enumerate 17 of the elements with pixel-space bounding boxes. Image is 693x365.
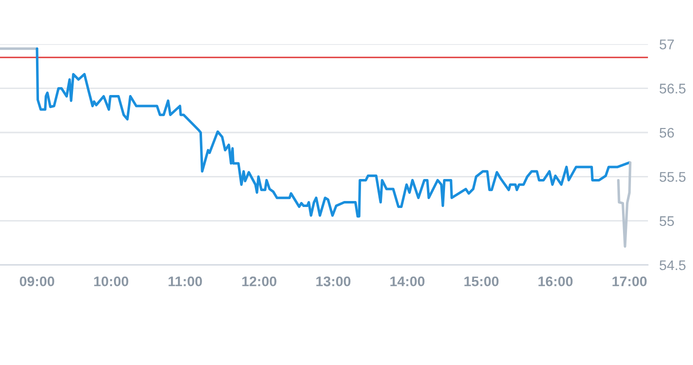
- y-tick-label: 56.5: [660, 84, 686, 94]
- x-tick-label: 12:00: [242, 276, 276, 286]
- y-tick-label: 54.5: [660, 260, 686, 270]
- y-tick-label: 57: [660, 40, 674, 50]
- x-tick-label: 16:00: [538, 276, 573, 286]
- line-series: [617, 161, 632, 248]
- x-tick-label: 11:00: [168, 276, 202, 286]
- x-tick-label: 14:00: [390, 276, 424, 286]
- x-tick-label: 13:00: [316, 276, 350, 286]
- x-tick-label: 10:00: [94, 276, 128, 286]
- y-tick-label: 55.5: [660, 172, 686, 182]
- x-tick-label: 09:00: [20, 276, 54, 286]
- x-tick-label: 15:00: [464, 276, 499, 286]
- y-tick-label: 56: [660, 128, 674, 138]
- x-tick-label: 17:00: [612, 276, 647, 286]
- line-series: [36, 47, 631, 218]
- y-tick-label: 55: [660, 216, 674, 226]
